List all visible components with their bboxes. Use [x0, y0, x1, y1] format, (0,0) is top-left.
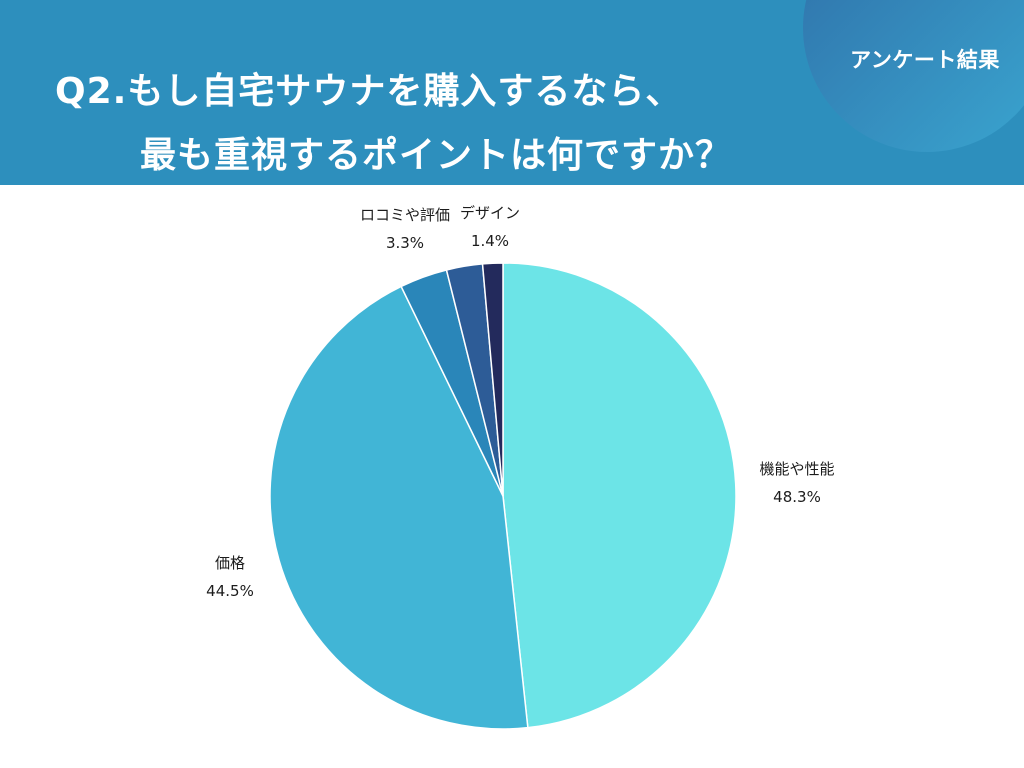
- pie-slice-1: [502, 262, 737, 729]
- pie-labels: 機能や性能 48.3% 価格 44.5% ロコミや評価 3.3% デザイン 1.4%: [206, 204, 834, 600]
- slice-label-3: ロコミや評価: [360, 206, 450, 224]
- slice-label-5: デザイン: [460, 204, 520, 222]
- slice-value-5: 1.4%: [471, 232, 509, 250]
- slice-label-2: 価格: [215, 554, 245, 572]
- survey-result-tag: アンケート結果: [850, 48, 1000, 72]
- pie-slice-5: [481, 262, 504, 497]
- question-title-line-1: Q2.もし自宅サウナを購入するなら、: [55, 71, 683, 112]
- slice-value-2: 44.5%: [206, 582, 254, 600]
- question-title-line-2: 最も重視するポイントは何ですか？: [140, 135, 733, 176]
- pie-slices: [269, 262, 737, 730]
- slice-value-3: 3.3%: [386, 234, 424, 252]
- pie-slice-2: [269, 285, 529, 730]
- slice-value-1: 48.3%: [773, 488, 821, 506]
- slice-label-1: 機能や性能: [759, 460, 834, 478]
- header-banner: アンケート結果 Q2.もし自宅サウナを購入するなら、 最も重視するポイントは何で…: [0, 0, 1024, 185]
